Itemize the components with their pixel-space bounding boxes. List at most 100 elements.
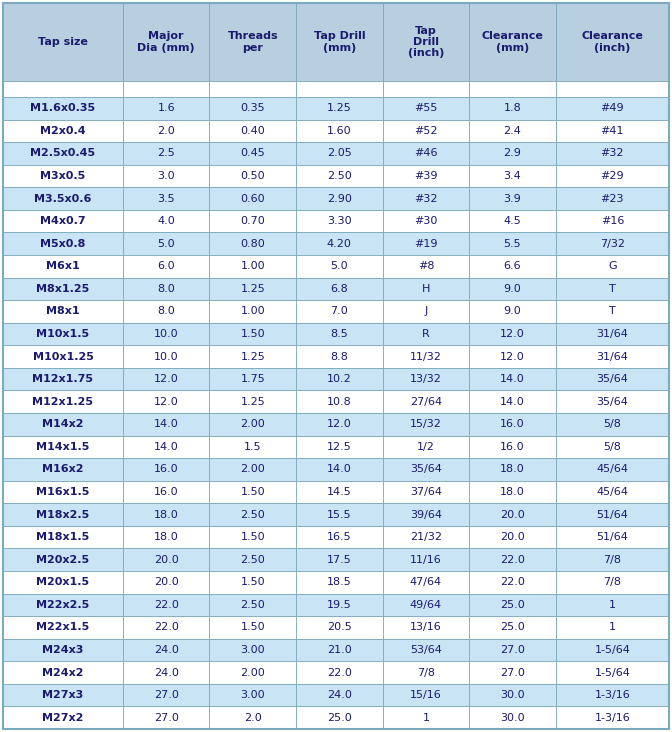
Text: 9.0: 9.0 [503, 284, 521, 294]
Text: T: T [609, 284, 616, 294]
Bar [210, 346, 296, 368]
Bar [3, 504, 123, 526]
Bar [469, 255, 556, 277]
Bar [3, 639, 123, 661]
Bar [556, 504, 669, 526]
Bar [382, 3, 469, 81]
Bar [210, 3, 296, 81]
Text: #46: #46 [414, 149, 437, 158]
Bar [210, 504, 296, 526]
Text: 12.0: 12.0 [154, 397, 179, 407]
Bar [382, 594, 469, 616]
Text: 20.0: 20.0 [500, 509, 525, 520]
Text: M4x0.7: M4x0.7 [40, 216, 86, 226]
Bar [382, 661, 469, 684]
Text: M27x2: M27x2 [42, 713, 83, 722]
Text: 0.45: 0.45 [241, 149, 265, 158]
Bar [123, 187, 210, 210]
Bar [210, 255, 296, 277]
Bar [3, 119, 123, 142]
Bar [3, 323, 123, 346]
Text: 2.5: 2.5 [157, 149, 175, 158]
Text: 13/16: 13/16 [410, 622, 442, 632]
Bar [210, 300, 296, 323]
Text: 12.0: 12.0 [154, 374, 179, 384]
Bar [296, 639, 382, 661]
Bar [469, 346, 556, 368]
Text: M22x2.5: M22x2.5 [36, 600, 89, 610]
Text: 1-5/64: 1-5/64 [595, 668, 630, 678]
Text: 2.00: 2.00 [241, 419, 265, 429]
Bar [469, 323, 556, 346]
Bar [3, 81, 123, 97]
Text: 51/64: 51/64 [597, 509, 628, 520]
Text: 1: 1 [423, 713, 429, 722]
Bar [382, 436, 469, 458]
Bar [3, 300, 123, 323]
Bar [123, 684, 210, 706]
Text: M8x1: M8x1 [46, 307, 80, 316]
Bar [3, 165, 123, 187]
Bar [3, 97, 123, 119]
Text: M18x1.5: M18x1.5 [36, 532, 89, 542]
Text: 2.00: 2.00 [241, 464, 265, 474]
Bar [3, 526, 123, 548]
Bar [469, 458, 556, 481]
Text: 22.0: 22.0 [500, 555, 525, 564]
Bar [382, 706, 469, 729]
Text: 8.5: 8.5 [331, 329, 348, 339]
Text: M3x0.5: M3x0.5 [40, 171, 85, 181]
Text: 1.6: 1.6 [157, 103, 175, 113]
Text: 31/64: 31/64 [597, 329, 628, 339]
Bar [469, 571, 556, 594]
Bar [3, 481, 123, 504]
Text: #19: #19 [414, 239, 437, 249]
Text: 0.40: 0.40 [241, 126, 265, 136]
Bar [556, 165, 669, 187]
Bar [210, 368, 296, 390]
Bar [469, 616, 556, 639]
Bar [123, 571, 210, 594]
Text: 18.0: 18.0 [154, 509, 179, 520]
Bar [556, 119, 669, 142]
Bar [296, 436, 382, 458]
Text: 5.5: 5.5 [504, 239, 521, 249]
Bar [382, 413, 469, 436]
Text: #32: #32 [601, 149, 624, 158]
Text: 8.0: 8.0 [157, 307, 175, 316]
Bar [123, 639, 210, 661]
Bar [382, 97, 469, 119]
Text: M2x0.4: M2x0.4 [40, 126, 86, 136]
Text: 1.25: 1.25 [241, 397, 265, 407]
Text: 20.0: 20.0 [500, 532, 525, 542]
Bar [210, 661, 296, 684]
Bar [123, 346, 210, 368]
Text: 6.0: 6.0 [157, 261, 175, 272]
Bar [123, 81, 210, 97]
Text: 1.25: 1.25 [241, 284, 265, 294]
Bar [382, 119, 469, 142]
Text: 2.00: 2.00 [241, 668, 265, 678]
Text: 1.50: 1.50 [241, 622, 265, 632]
Text: M16x2: M16x2 [42, 464, 84, 474]
Text: 24.0: 24.0 [327, 690, 351, 700]
Text: 1.50: 1.50 [241, 487, 265, 497]
Text: 18.0: 18.0 [500, 487, 525, 497]
Bar [210, 526, 296, 548]
Bar [123, 97, 210, 119]
Bar [3, 594, 123, 616]
Bar [123, 458, 210, 481]
Bar [123, 233, 210, 255]
Bar [469, 436, 556, 458]
Bar [210, 165, 296, 187]
Text: #8: #8 [418, 261, 434, 272]
Text: 18.0: 18.0 [154, 532, 179, 542]
Bar [556, 255, 669, 277]
Text: 11/16: 11/16 [410, 555, 442, 564]
Bar [382, 346, 469, 368]
Bar [3, 571, 123, 594]
Text: 0.50: 0.50 [241, 171, 265, 181]
Bar [382, 142, 469, 165]
Text: 47/64: 47/64 [410, 578, 442, 587]
Bar [556, 548, 669, 571]
